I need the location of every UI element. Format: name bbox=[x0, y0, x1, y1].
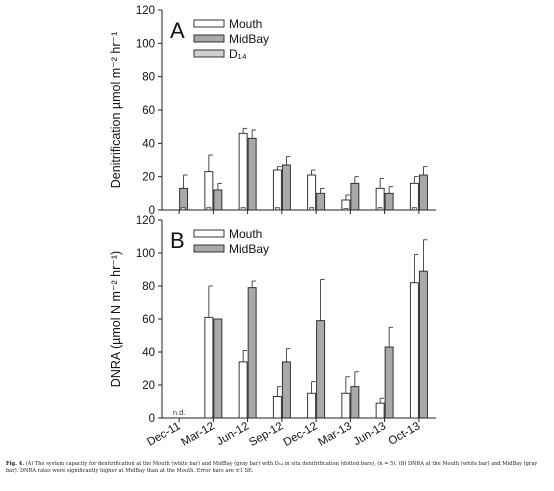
legend-label: MidBay bbox=[229, 242, 269, 256]
bar-mouth bbox=[204, 316, 214, 419]
bar-mouth bbox=[238, 361, 248, 419]
panel-a-chart: 0 20 40 60 80 100 120 Denitrification µmol m⁻² … bbox=[109, 5, 436, 217]
x-tick-label: Dec-12 bbox=[282, 420, 320, 449]
bar-midbay bbox=[418, 174, 428, 211]
legend-swatch bbox=[193, 34, 225, 43]
bar-mouth bbox=[272, 169, 282, 211]
bar-mouth bbox=[272, 396, 282, 419]
bar-midbay bbox=[247, 287, 257, 419]
bar-d14 bbox=[343, 208, 349, 211]
bar-midbay bbox=[316, 192, 326, 211]
bar-mouth bbox=[409, 182, 419, 211]
caption-text: (A) The system capacity for denitrificat… bbox=[6, 461, 538, 474]
bar-d14 bbox=[275, 207, 280, 211]
x-tick-label: Oct-13 bbox=[386, 420, 422, 448]
x-tick-label: Sep-12 bbox=[247, 420, 285, 449]
bar-mouth bbox=[375, 402, 385, 419]
y-tick-label: 120 bbox=[136, 5, 155, 17]
legend-label: Mouth bbox=[229, 227, 262, 241]
y-axis-label: Denitrification µmol m⁻² hr⁻¹ bbox=[109, 32, 123, 189]
caption-label: Fig. 4. bbox=[6, 461, 24, 467]
y-tick-label: 0 bbox=[149, 205, 155, 217]
x-tick-label: Mar-13 bbox=[316, 420, 354, 449]
y-tick-label: 60 bbox=[142, 105, 155, 117]
y-tick-label: 20 bbox=[142, 172, 155, 184]
bar-d14 bbox=[309, 207, 314, 211]
bar-midbay bbox=[384, 192, 394, 211]
bar-midbay bbox=[179, 187, 189, 211]
y-tick-label: 80 bbox=[142, 281, 155, 293]
bar-midbay bbox=[418, 270, 428, 419]
x-tick-label: Jun-12 bbox=[215, 420, 251, 448]
bar-midbay bbox=[247, 137, 257, 211]
bar-d14 bbox=[180, 207, 186, 211]
bar-midbay bbox=[281, 164, 291, 211]
panel-b-chart: 0 20 40 60 80 100 120 DNRA (µmol N m⁻² hr⁻¹) B De… bbox=[109, 215, 436, 449]
panel-letter: B bbox=[170, 228, 185, 253]
bar-mouth bbox=[238, 132, 248, 211]
y-tick-label: 120 bbox=[136, 215, 155, 227]
bar-d14 bbox=[377, 207, 383, 211]
bar-mouth bbox=[341, 392, 351, 419]
x-tick-label: Mar-12 bbox=[179, 420, 217, 449]
bar-mouth bbox=[204, 171, 214, 211]
y-tick-label: 100 bbox=[136, 38, 155, 50]
bar-mouth bbox=[409, 282, 419, 419]
y-tick-label: 80 bbox=[142, 72, 155, 84]
bar-midbay bbox=[281, 361, 291, 419]
bar-midbay bbox=[213, 189, 223, 211]
y-tick-label: 20 bbox=[142, 380, 155, 392]
bar-mouth bbox=[375, 187, 385, 211]
legend-swatch bbox=[193, 49, 225, 58]
y-tick-label: 40 bbox=[142, 138, 155, 150]
bar-d14 bbox=[206, 207, 212, 211]
legend-swatch bbox=[193, 229, 225, 238]
y-tick-label: 100 bbox=[136, 248, 155, 260]
bar-midbay bbox=[384, 346, 394, 419]
bar-midbay bbox=[350, 386, 360, 419]
legend-label: MidBay bbox=[229, 32, 269, 46]
bar-midbay bbox=[213, 318, 223, 419]
annotation-nd: n.d. bbox=[173, 408, 186, 417]
bar-midbay bbox=[350, 182, 360, 211]
bar-mouth bbox=[307, 392, 317, 419]
panel-letter: A bbox=[170, 18, 185, 43]
legend-label: D₁₄ bbox=[229, 47, 247, 61]
y-tick-label: 60 bbox=[142, 314, 155, 326]
y-tick-label: 0 bbox=[149, 413, 155, 425]
bar-d14 bbox=[412, 207, 417, 211]
y-axis-label: DNRA (µmol N m⁻² hr⁻¹) bbox=[109, 251, 123, 387]
legend-label: Mouth bbox=[229, 17, 262, 31]
y-tick-label: 40 bbox=[142, 347, 155, 359]
legend-swatch bbox=[193, 19, 225, 28]
bar-mouth bbox=[307, 174, 317, 211]
x-tick-label: Jun-13 bbox=[352, 420, 388, 448]
bar-d14 bbox=[240, 207, 246, 211]
legend-swatch bbox=[193, 244, 225, 253]
figure-caption: Fig. 4. (A) The system capacity for deni… bbox=[6, 461, 550, 475]
bar-midbay bbox=[316, 320, 326, 419]
